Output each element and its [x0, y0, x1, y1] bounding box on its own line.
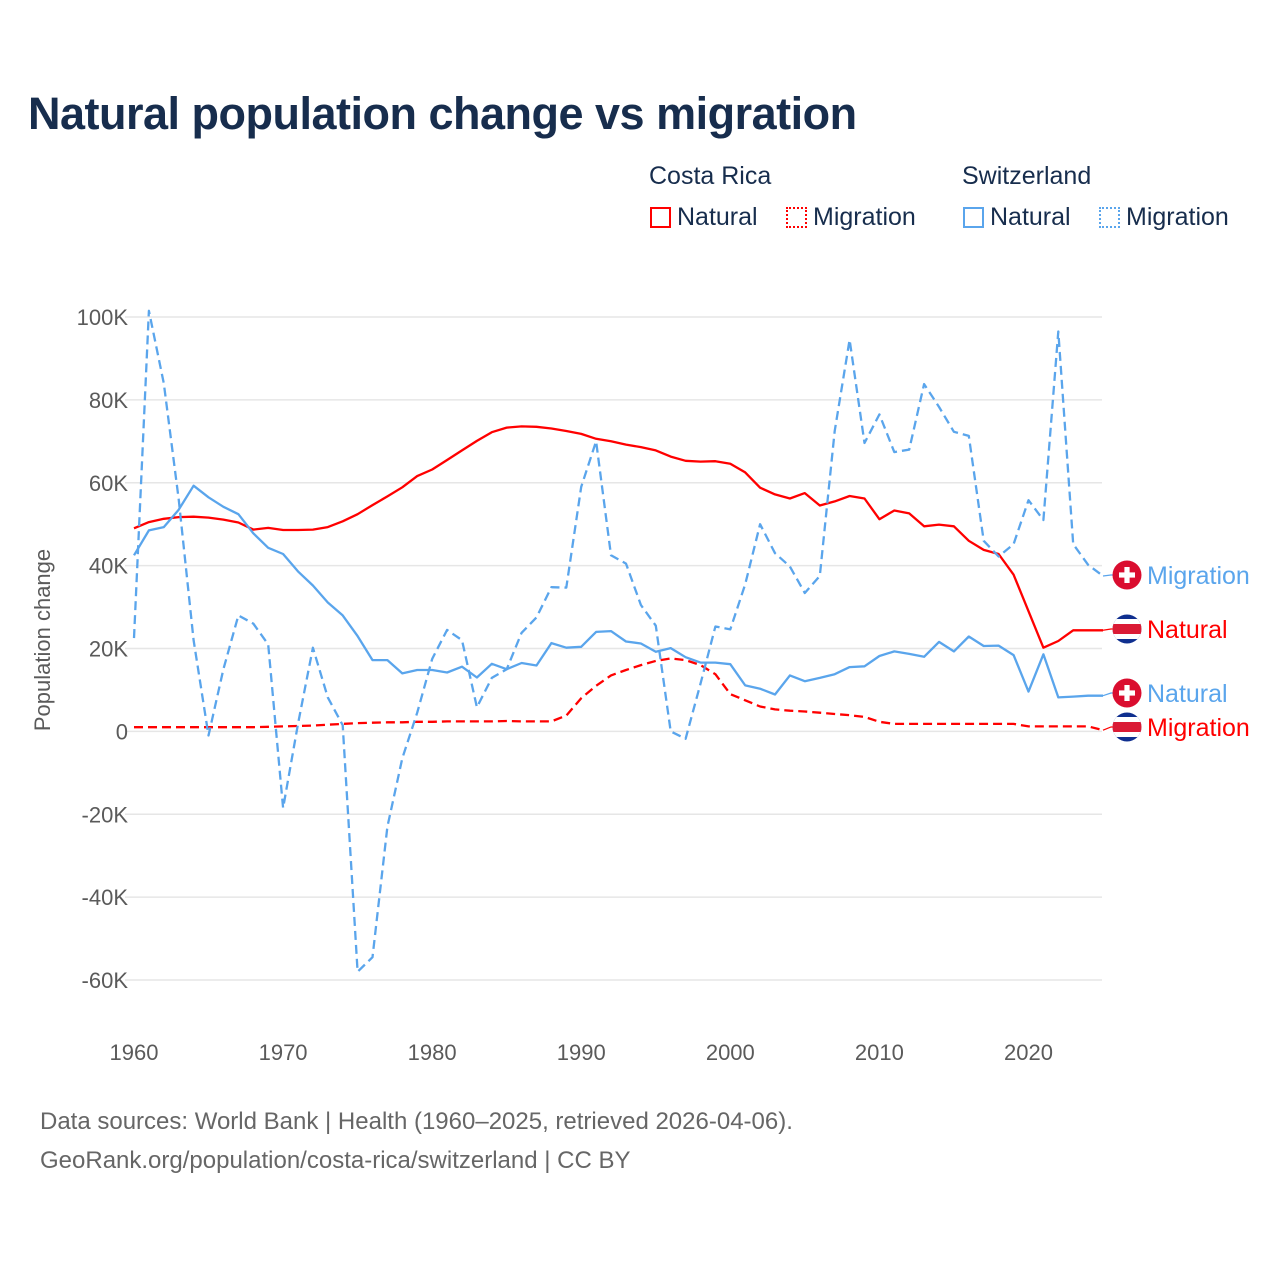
x-tick-label: 2010	[855, 1040, 904, 1065]
series-line-switzerland-migration	[132, 309, 1104, 973]
y-axis-label: Population change	[30, 549, 55, 731]
series-line-switzerland-natural	[133, 484, 1103, 699]
end-label-connector	[1102, 574, 1114, 577]
legend-label: Migration	[813, 203, 916, 231]
legend-swatch-dotted-icon	[1099, 207, 1120, 228]
y-tick-label: -40K	[82, 885, 129, 910]
costa-rica-flag-icon	[1112, 712, 1142, 742]
legend-item-switzerland-natural[interactable]: Natural	[963, 203, 1071, 232]
legend-swatch-solid-icon	[963, 207, 984, 228]
legend-item-switzerland-migration[interactable]: Migration	[1099, 203, 1229, 232]
x-tick-label: 1970	[259, 1040, 308, 1065]
x-tick-label: 1990	[557, 1040, 606, 1065]
x-tick-label: 2020	[1004, 1040, 1053, 1065]
end-label: Migration	[1147, 562, 1250, 590]
end-label: Migration	[1147, 714, 1250, 742]
chart-title: Natural population change vs migration	[28, 88, 857, 139]
legend-label: Natural	[990, 203, 1071, 231]
end-label-connector	[1102, 726, 1114, 731]
legend-label: Natural	[677, 203, 758, 231]
legend-header-costa-rica: Costa Rica	[649, 162, 772, 190]
switzerland-flag-icon	[1112, 678, 1142, 708]
end-label-connector	[1102, 692, 1114, 697]
end-label-connector	[1102, 628, 1114, 631]
legend-header-switzerland: Switzerland	[962, 162, 1092, 190]
y-tick-label: 80K	[89, 388, 128, 413]
y-tick-label: 100K	[77, 305, 129, 330]
legend-label: Migration	[1126, 203, 1229, 231]
y-tick-label: 60K	[89, 471, 128, 496]
x-tick-label: 1980	[408, 1040, 457, 1065]
y-tick-label: 20K	[89, 637, 128, 662]
source-line-1: Data sources: World Bank | Health (1960–…	[40, 1108, 793, 1135]
costa-rica-flag-icon	[1112, 614, 1142, 644]
end-label: Natural	[1147, 680, 1228, 708]
y-tick-label: 40K	[89, 554, 128, 579]
end-label: Natural	[1147, 616, 1228, 644]
source-link[interactable]: GeoRank.org/population/costa-rica/switze…	[40, 1147, 631, 1174]
legend-item-costa-rica-natural[interactable]: Natural	[650, 203, 758, 232]
switzerland-flag-icon	[1112, 560, 1142, 590]
legend-swatch-solid-icon	[650, 207, 671, 228]
series-line-costa-rica-migration	[134, 657, 1104, 732]
legend-swatch-dotted-icon	[786, 207, 807, 228]
legend-item-costa-rica-migration[interactable]: Migration	[786, 203, 916, 232]
series-line-costa-rica-natural	[133, 425, 1103, 649]
y-tick-label: 0	[116, 719, 128, 744]
x-tick-label: 2000	[706, 1040, 755, 1065]
y-tick-label: -20K	[82, 802, 129, 827]
x-tick-label: 1960	[110, 1040, 159, 1065]
y-tick-label: -60K	[82, 968, 129, 993]
